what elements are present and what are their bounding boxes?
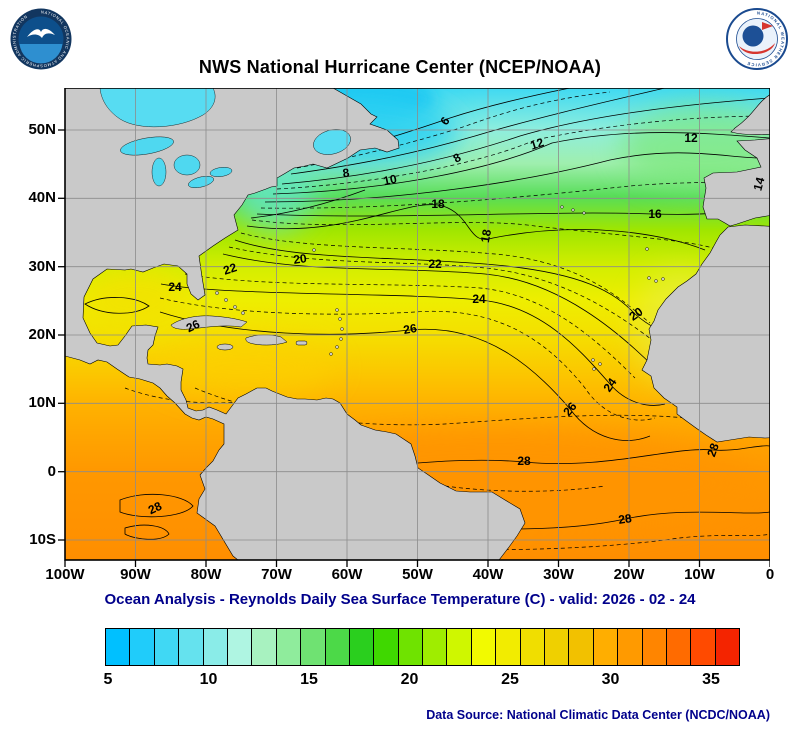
colorbar-tick-label: 20 bbox=[400, 671, 419, 688]
land-france-iberia bbox=[702, 138, 770, 227]
land-england bbox=[730, 94, 770, 135]
lon-tick-label: 100W bbox=[45, 566, 85, 583]
colorbar-tick-labels: 5 10 15 20 25 30 35 bbox=[103, 671, 740, 695]
lat-tick-label: 0 bbox=[47, 462, 56, 480]
colorbar-tick-label: 30 bbox=[601, 671, 620, 688]
colorbar-cell bbox=[496, 629, 521, 665]
colorbar-cell bbox=[349, 629, 375, 665]
colorbar-cell bbox=[471, 629, 497, 665]
colorbar-cell bbox=[154, 629, 180, 665]
lake-ontario bbox=[209, 167, 233, 177]
colorbar-cell bbox=[666, 629, 692, 665]
lon-tick-label: 40W bbox=[472, 566, 504, 583]
islands-canary bbox=[647, 276, 665, 283]
lon-tick-label: 20W bbox=[613, 566, 645, 583]
colorbar-tick-label: 15 bbox=[300, 671, 318, 688]
colorbar-cell bbox=[642, 629, 667, 665]
data-source-credit: Data Source: National Climatic Data Cent… bbox=[426, 708, 770, 722]
colorbar-cell bbox=[715, 629, 740, 665]
colorbar-cell bbox=[593, 629, 619, 665]
nws-hurricane-flag-icon bbox=[762, 22, 773, 30]
islands-bahamas bbox=[215, 291, 245, 315]
island-puerto-rico bbox=[295, 340, 308, 346]
noaa-seagull-icon bbox=[27, 28, 55, 38]
colorbar-tick-label: 25 bbox=[501, 671, 519, 688]
islands-lesser-antilles bbox=[329, 308, 344, 356]
lake-erie bbox=[188, 176, 214, 188]
nws-globe-icon bbox=[742, 25, 764, 47]
longitude-axis: 100W 90W 80W 70W 60W 50W 40W 30W 20W 10W 0 bbox=[45, 566, 775, 588]
colorbar-cell bbox=[301, 629, 326, 665]
map-caption: Ocean Analysis - Reynolds Daily Sea Surf… bbox=[104, 591, 696, 608]
lat-tick-label: 20N bbox=[28, 326, 56, 343]
colorbar-cell bbox=[374, 629, 399, 665]
lat-tick-label: 10S bbox=[29, 531, 56, 548]
lon-tick-label: 30W bbox=[543, 566, 574, 583]
colorbar-cell bbox=[252, 629, 277, 665]
lake-huron bbox=[173, 154, 201, 176]
graticule bbox=[65, 88, 770, 560]
lon-tick-label: 60W bbox=[331, 566, 363, 583]
colorbar-cell bbox=[447, 629, 472, 665]
nws-logo-icon: NATIONAL WEATHER SERVICE bbox=[726, 8, 788, 70]
temperature-colorbar bbox=[105, 628, 740, 666]
lat-tick-label: 30N bbox=[28, 257, 56, 275]
lon-tick-label: 50W bbox=[402, 566, 433, 583]
gulf-of-st-lawrence bbox=[313, 129, 351, 155]
lon-tick-label: 70W bbox=[261, 566, 292, 583]
colorbar-tick-label: 10 bbox=[199, 671, 218, 688]
noaa-logo-sea bbox=[19, 44, 63, 64]
colorbar-cell bbox=[545, 629, 570, 665]
lon-tick-label: 10W bbox=[684, 566, 715, 583]
latitude-axis: 50N 40N 30N 20N 10N 0 10S bbox=[12, 88, 56, 560]
island-jamaica bbox=[216, 343, 234, 351]
colorbar-cell bbox=[569, 629, 594, 665]
lon-tick-label: 90W bbox=[120, 566, 151, 583]
sst-map bbox=[58, 88, 770, 567]
noaa-logo-icon: NATIONAL OCEANIC AND ATMOSPHERIC ADMINIS… bbox=[10, 8, 72, 70]
colorbar-cell bbox=[130, 629, 155, 665]
lake-michigan bbox=[151, 157, 167, 187]
colorbar-cell bbox=[691, 629, 716, 665]
islands-cape-verde bbox=[591, 358, 602, 371]
colorbar-cell bbox=[520, 629, 546, 665]
hudson-bay bbox=[99, 88, 216, 128]
island-madeira bbox=[645, 247, 649, 251]
lat-tick-label: 10N bbox=[28, 394, 56, 412]
colorbar-cell bbox=[423, 629, 448, 665]
lat-tick-label: 50N bbox=[28, 121, 56, 138]
colorbar-cell bbox=[227, 629, 253, 665]
lat-tick-label: 40N bbox=[28, 189, 56, 207]
axis-ticks bbox=[58, 129, 770, 567]
land-americas bbox=[65, 88, 526, 560]
islands-azores bbox=[560, 205, 586, 215]
colorbar-tick-label: 5 bbox=[103, 671, 113, 688]
colorbar-cell bbox=[398, 629, 424, 665]
island-cuba bbox=[170, 315, 248, 330]
colorbar-cell bbox=[618, 629, 643, 665]
colorbar-cell bbox=[276, 629, 302, 665]
lon-tick-label: 80W bbox=[190, 566, 222, 583]
colorbar-tick-label: 35 bbox=[702, 671, 720, 688]
land-africa bbox=[641, 224, 770, 443]
colorbar-cell bbox=[325, 629, 350, 665]
colorbar-cell bbox=[203, 629, 228, 665]
page-title: NWS National Hurricane Center (NCEP/NOAA… bbox=[198, 57, 602, 77]
colorbar-cell bbox=[106, 629, 131, 665]
lon-tick-label: 0 bbox=[765, 566, 775, 583]
nws-red-swoosh bbox=[739, 43, 775, 55]
inland-waters bbox=[99, 88, 351, 188]
island-bermuda bbox=[312, 248, 316, 252]
land-masses bbox=[65, 88, 770, 560]
colorbar-cell bbox=[179, 629, 204, 665]
lake-superior bbox=[120, 136, 174, 156]
